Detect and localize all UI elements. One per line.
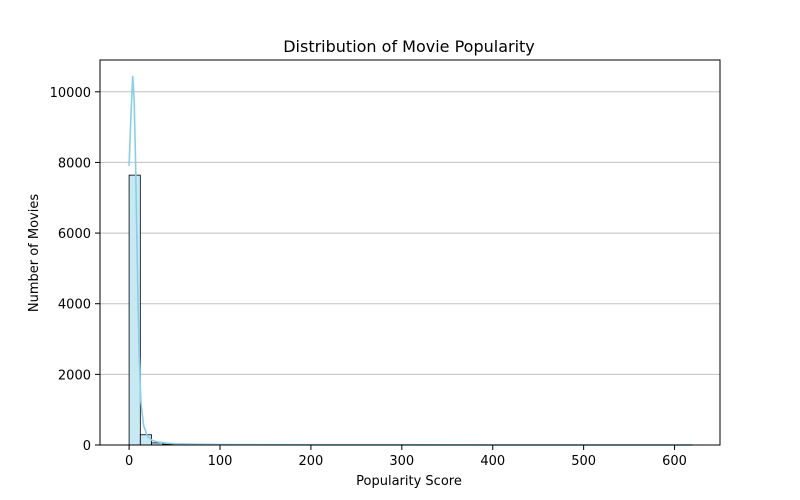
y-axis-label: Number of Movies — [27, 194, 42, 312]
x-tick-label: 200 — [298, 454, 323, 469]
x-tick-label: 400 — [480, 454, 505, 469]
x-axis-label: Popularity Score — [356, 474, 462, 489]
x-axis-ticks: 0 100 200 300 400 500 600 — [125, 445, 687, 469]
y-tick-label: 0 — [83, 439, 91, 454]
y-tick-label: 2000 — [58, 368, 91, 383]
y-tick-label: 6000 — [58, 227, 91, 242]
x-tick-label: 300 — [389, 454, 414, 469]
histogram-bar — [139, 434, 152, 446]
grid-lines — [100, 91, 720, 375]
plot-frame — [99, 59, 721, 446]
y-tick-label: 10000 — [50, 86, 91, 101]
y-tick-label: 8000 — [58, 156, 91, 171]
chart-title: Distribution of Movie Popularity — [283, 37, 535, 56]
y-axis-ticks: 0 2000 4000 6000 8000 10000 — [50, 86, 100, 454]
x-tick-label: 600 — [662, 454, 687, 469]
y-tick-label: 4000 — [58, 298, 91, 313]
x-tick-label: 100 — [208, 454, 233, 469]
x-tick-label: 0 — [125, 454, 133, 469]
x-tick-label: 500 — [571, 454, 596, 469]
